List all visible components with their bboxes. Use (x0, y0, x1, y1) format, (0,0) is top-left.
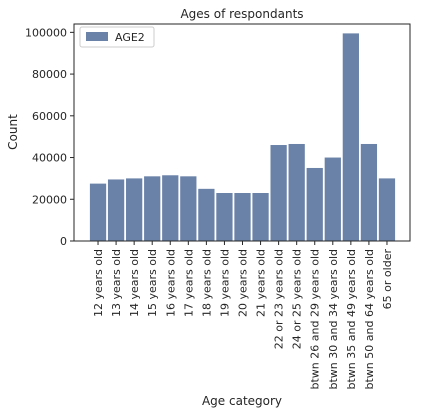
bar (89, 183, 107, 241)
x-tick-label: 18 years old (200, 249, 213, 317)
y-tick-label: 0 (60, 235, 67, 248)
legend: AGE2 (79, 26, 155, 48)
bar (180, 176, 197, 241)
x-tick-label: 17 years old (182, 249, 195, 317)
y-tick-label: 100000 (25, 26, 67, 39)
x-tick-label: 13 years old (110, 249, 123, 317)
y-axis: 0 20000 40000 60000 80000 100000 (25, 26, 74, 248)
bar (378, 178, 396, 241)
bar (107, 179, 125, 241)
bar (144, 176, 161, 241)
x-tick-label: 22 or 23 years old (273, 249, 286, 349)
bar (288, 143, 305, 241)
bar (198, 188, 215, 241)
legend-swatch (86, 32, 108, 41)
y-tick-label: 40000 (32, 152, 67, 165)
y-tick-label: 20000 (32, 193, 67, 206)
y-tick-label: 80000 (32, 68, 67, 81)
bar (342, 33, 359, 241)
bars-group (89, 33, 396, 241)
x-tick-label: btwn 35 and 49 years old (345, 249, 358, 389)
bar (126, 178, 143, 241)
x-tick-label: 12 years old (92, 249, 105, 317)
bar (270, 145, 287, 241)
x-axis-label: Age category (202, 394, 282, 408)
y-axis-label: Count (6, 114, 20, 150)
x-tick-label: 15 years old (146, 249, 159, 317)
chart-title: Ages of respondants (180, 7, 303, 21)
x-tick-label: 14 years old (128, 249, 141, 317)
x-tick-label: 19 years old (218, 249, 231, 317)
plot-frame (73, 23, 411, 242)
bar (360, 143, 378, 241)
x-tick-label: 21 years old (255, 249, 268, 317)
bar (234, 193, 251, 241)
bar (324, 157, 341, 241)
x-tick-label: btwn 30 and 34 years old (327, 249, 340, 389)
x-tick-label: 20 years old (237, 249, 250, 317)
x-tick-label: 24 or 25 years old (291, 249, 304, 349)
y-tick-label: 60000 (32, 110, 67, 123)
x-tick-label: btwn 50 and 64 years old (363, 249, 376, 389)
x-tick-label: 65 or older (381, 249, 394, 310)
x-axis: 12 years old 13 years old 14 years old 15 y… (92, 241, 394, 389)
bar (162, 175, 179, 241)
legend-label: AGE2 (115, 31, 145, 44)
x-tick-label: btwn 26 and 29 years old (309, 249, 322, 389)
bar (216, 193, 233, 241)
x-tick-label: 16 years old (164, 249, 177, 317)
bar (252, 193, 269, 241)
bar (306, 167, 323, 241)
